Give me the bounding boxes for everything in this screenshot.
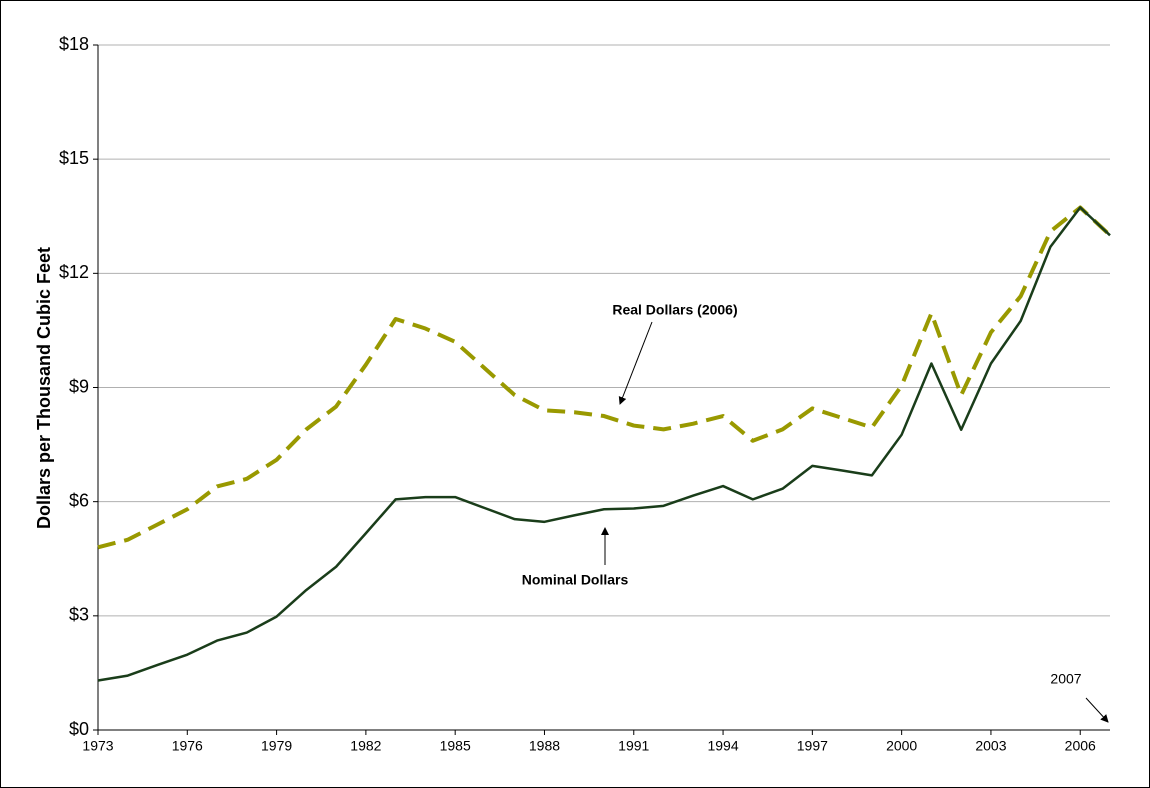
y-axis-label: Dollars per Thousand Cubic Feet: [34, 247, 54, 529]
x-tick-label: 1988: [529, 738, 560, 754]
series-line: [97, 206, 1111, 682]
series-annotation: Real Dollars (2006): [612, 302, 737, 318]
y-tick-label: $18: [59, 34, 89, 54]
series-line: [97, 205, 1112, 550]
y-tick-label: $0: [69, 719, 89, 739]
x-tick-label: 2006: [1065, 738, 1096, 754]
x-tick-label: 1985: [440, 738, 471, 754]
y-tick-label: $6: [69, 490, 89, 510]
x-tick-label: 1994: [707, 738, 738, 754]
y-tick-label: $3: [69, 605, 89, 625]
arrow: [618, 321, 653, 405]
x-tick-label: 1979: [261, 738, 292, 754]
annotation: 2007: [1050, 671, 1081, 687]
x-tick-label: 1997: [797, 738, 828, 754]
plot-area: $0 $3 $6 $9 $12 $15 $18 1973 1976 1979 1982 1985 198…: [59, 34, 1112, 754]
x-tick-label: 2000: [886, 738, 917, 754]
x-tick-label: 1991: [618, 738, 649, 754]
y-tick-label: $15: [59, 148, 89, 168]
y-tick-label: $9: [69, 376, 89, 396]
x-tick-label: 2003: [975, 738, 1006, 754]
x-tick-label: 1982: [350, 738, 381, 754]
arrow: [1085, 697, 1109, 723]
x-tick-label: 1976: [172, 738, 203, 754]
series-annotation: Nominal Dollars: [522, 572, 629, 588]
x-tick-label: 1973: [82, 738, 113, 754]
y-tick-label: $12: [59, 262, 89, 282]
